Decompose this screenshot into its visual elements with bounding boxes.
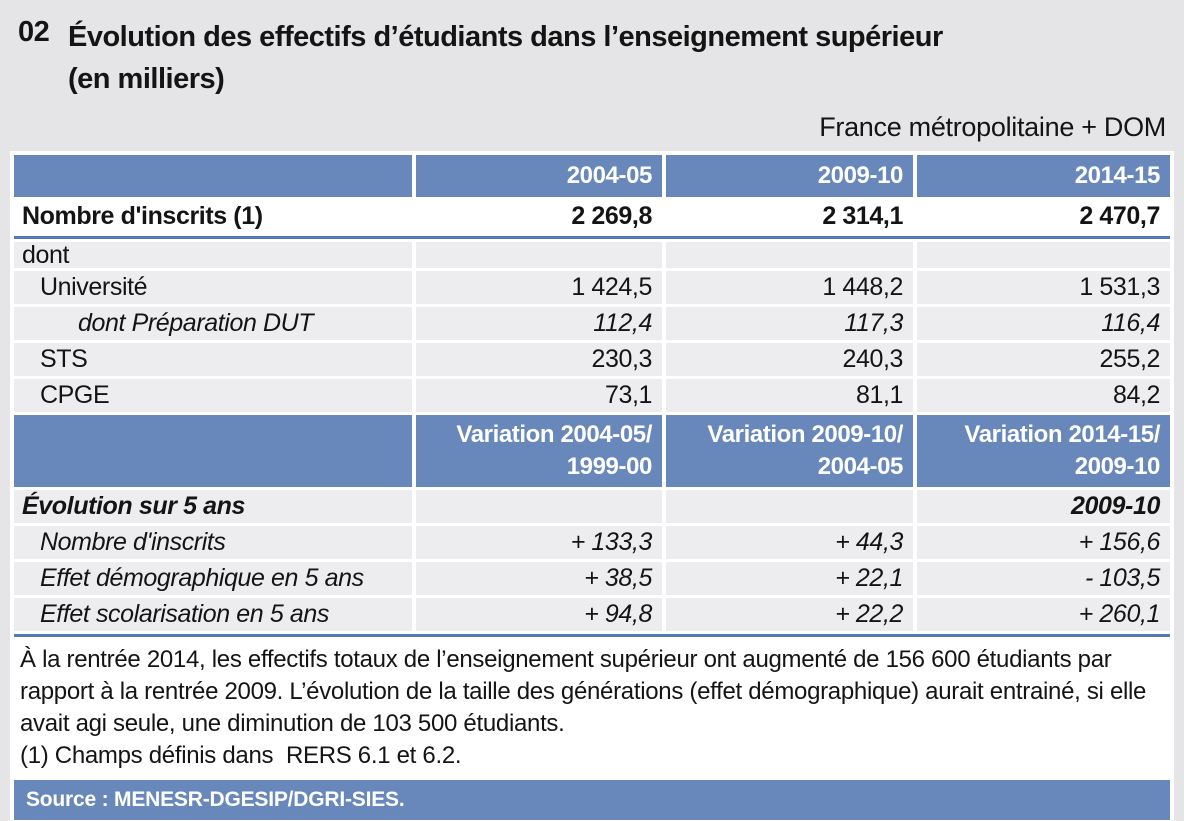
commentary-paragraph: À la rentrée 2014, les effectifs totaux … [20,646,1153,737]
blue-rule-top [14,236,1170,239]
corner-cell [14,155,412,197]
value-cell: 1 424,5 [416,271,662,304]
statistics-table: 2004-05 2009-10 2014-15 Nombre d'inscrit… [14,155,1170,637]
row-evolution-5-ans-label: Évolution sur 5 ans [14,490,412,523]
value-cell: + 44,3 [666,526,913,559]
value-cell: 117,3 [666,307,913,340]
value-cell: + 156,6 [917,526,1170,559]
variation-header-3: Variation 2014-15/ 2009-10 [917,415,1170,487]
page-number: 02 [18,16,50,48]
row-preparation-dut-label: dont Préparation DUT [14,307,412,340]
value-cell: - 103,5 [917,562,1170,595]
value-cell: + 38,5 [416,562,662,595]
period-header-2004-05: 2004-05 [416,155,662,197]
value-cell: 73,1 [416,379,662,412]
title-block: 02 Évolution des effectifs d’étudiants d… [0,0,1184,100]
value-cell: 2 269,8 [416,200,662,233]
value-cell: 81,1 [666,379,913,412]
value-cell: 255,2 [917,343,1170,376]
page-subtitle: (en milliers) [68,63,225,95]
value-cell [416,490,662,523]
value-cell: + 260,1 [917,598,1170,631]
table-card: 2004-05 2009-10 2014-15 Nombre d'inscrit… [10,151,1174,821]
period-header-2009-10: 2009-10 [666,155,913,197]
notes-block: À la rentrée 2014, les effectifs totaux … [14,637,1170,774]
value-cell: 84,2 [917,379,1170,412]
value-cell [666,242,913,268]
value-cell: 112,4 [416,307,662,340]
value-cell [917,242,1170,268]
value-cell: 116,4 [917,307,1170,340]
variation-header-1: Variation 2004-05/ 1999-00 [416,415,662,487]
value-cell [416,242,662,268]
variation-corner-cell [14,415,412,487]
row-universite-label: Université [14,271,412,304]
value-cell: + 22,2 [666,598,913,631]
period-header-2014-15: 2014-15 [917,155,1170,197]
value-cell: 1 531,3 [917,271,1170,304]
value-cell: + 22,1 [666,562,913,595]
row-effet-demographique-label: Effet démographique en 5 ans [14,562,412,595]
value-cell [666,490,913,523]
page-title-group: Évolution des effectifs d’étudiants dans… [68,16,943,100]
value-cell: + 133,3 [416,526,662,559]
footnote-1: (1) Champs définis dans RERS 6.1 et 6.2. [20,742,462,769]
row-sts-label: STS [14,343,412,376]
value-cell: 2 470,7 [917,200,1170,233]
row-cpge-label: CPGE [14,379,412,412]
row-nombre-inscrits-label: Nombre d'inscrits (1) [14,200,412,233]
page-title: Évolution des effectifs d’étudiants dans… [68,21,943,53]
row-effet-scolarisation-label: Effet scolarisation en 5 ans [14,598,412,631]
value-cell: 240,3 [666,343,913,376]
value-cell: 230,3 [416,343,662,376]
source-bar: Source : MENESR-DGESIP/DGRI-SIES. [14,780,1170,820]
blue-rule-bottom [14,634,1170,637]
row-variation-inscrits-label: Nombre d'inscrits [14,526,412,559]
value-cell: 2009-10 [917,490,1170,523]
variation-header-2: Variation 2009-10/ 2004-05 [666,415,913,487]
scope-note: France métropolitaine + DOM [819,112,1166,142]
value-cell: 1 448,2 [666,271,913,304]
value-cell: + 94,8 [416,598,662,631]
value-cell: 2 314,1 [666,200,913,233]
row-dont-label: dont [14,242,412,268]
